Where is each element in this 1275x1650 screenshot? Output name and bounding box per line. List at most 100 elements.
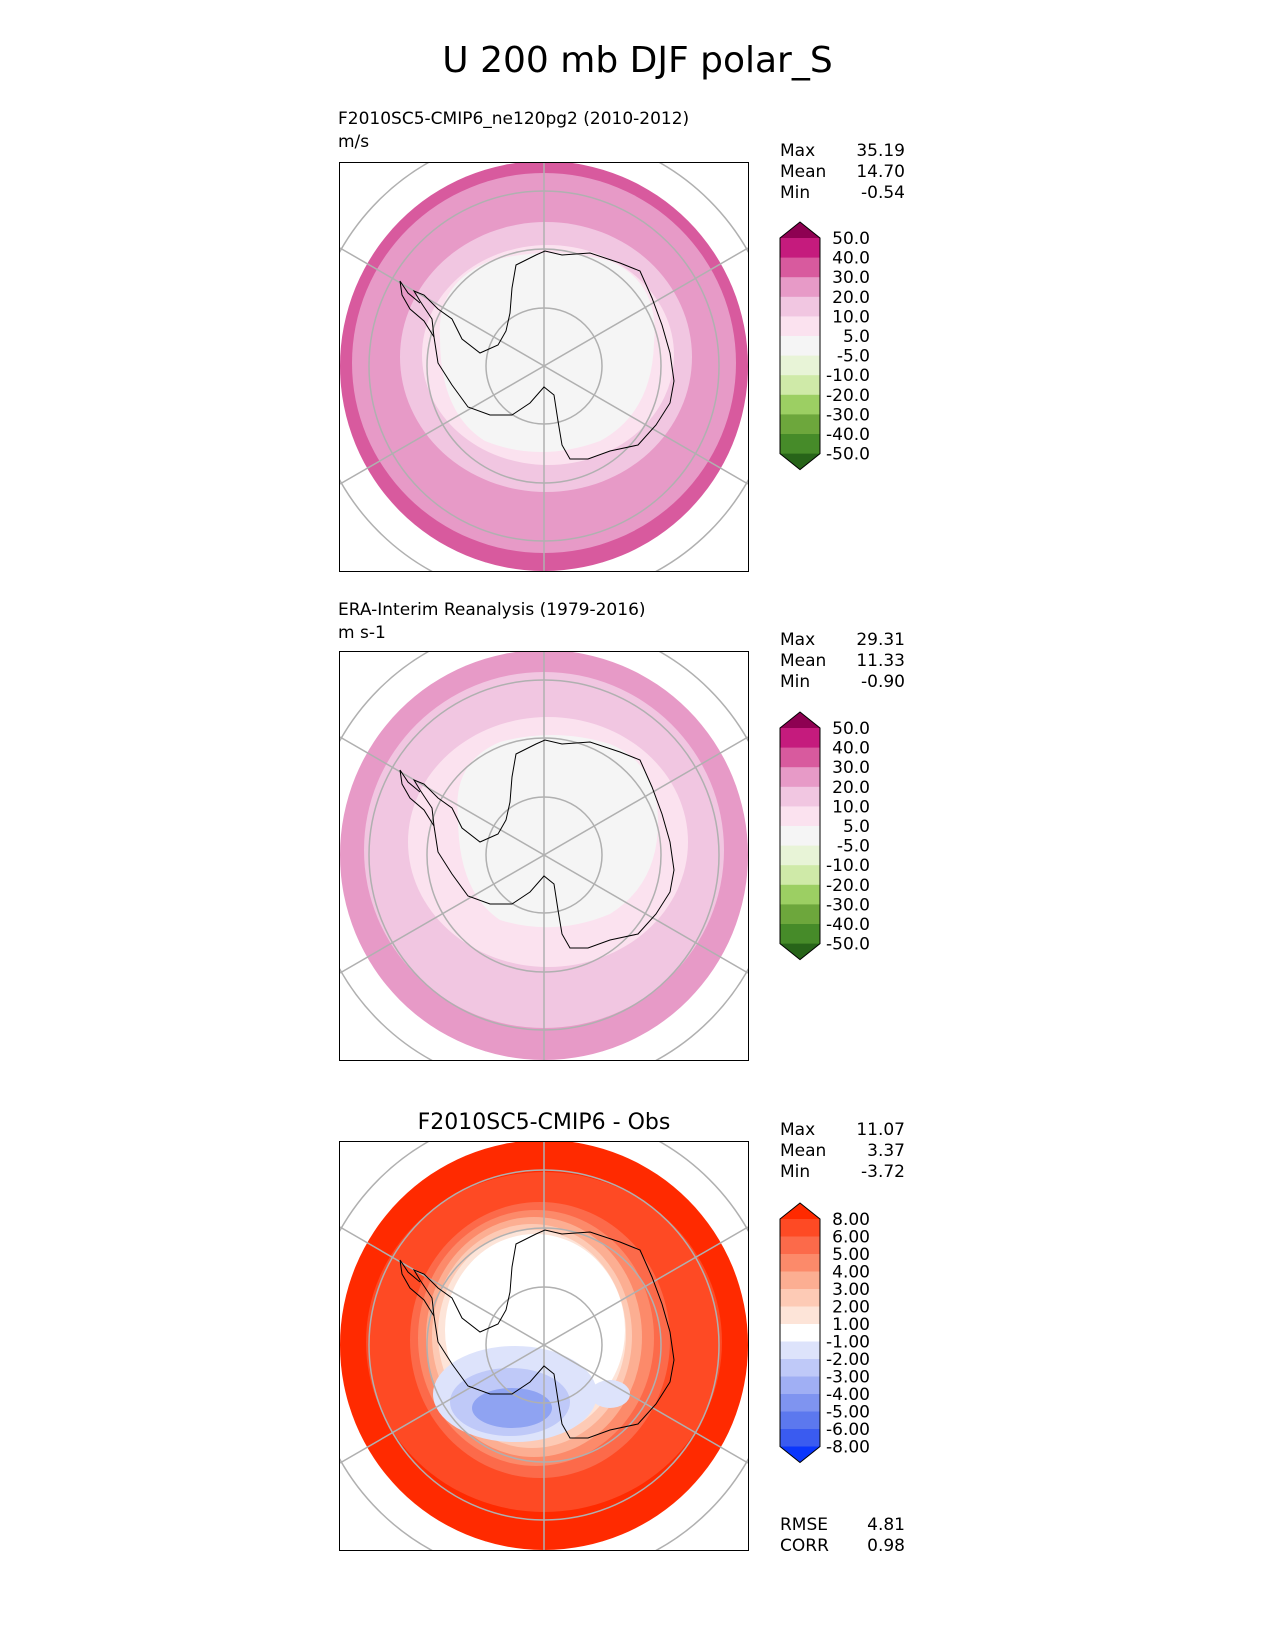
page-title: U 200 mb DJF polar_S [442,40,833,81]
colorbar-2-tick-label: 20.0 [832,778,870,798]
colorbar-1-tick-label: 10.0 [832,307,870,327]
colorbar-2-tick-label: -50.0 [826,935,870,955]
panel3-min-label: Min [780,1162,811,1182]
colorbar-1-segment [780,238,820,259]
panel2-title: ERA-Interim Reanalysis (1979-2016) [338,600,646,620]
colorbar-3-tick-label: -6.00 [826,1420,870,1440]
colorbar-1-tick-label: -5.0 [837,347,870,367]
panel2-units: m s-1 [338,623,386,643]
panel1-colorbar: 50.0 40.0 30.0 20.0 10.0 5.0 -5.0 -10.0 -20.0 -30… [779,221,900,512]
colorbar-1-top-extension [780,222,820,238]
colorbar-3-tick-label: 4.00 [832,1263,870,1283]
panel3-colorbar: 8.00 6.00 5.00 4.00 3.00 2.00 1.00 -1.00 -2.00 -3… [779,1202,900,1503]
panel3-mean-value: 3.37 [867,1141,905,1161]
colorbar-2-segment [780,845,820,866]
colorbar-1-tick-label: 20.0 [832,288,870,308]
colorbar-2-segments [780,712,820,960]
panel1-filled-contours [340,163,748,571]
panel1-colorbar-svg: 50.040.030.020.010.05.0-5.0-10.0-20.0-30… [779,221,870,471]
colorbar-1-tick-label: -40.0 [826,425,870,445]
panel3-filled-contours [340,1142,748,1550]
colorbar-3-segment [780,1254,820,1272]
colorbar-2-segment [780,728,820,749]
panel1-max-label: Max [780,141,816,161]
colorbar-2-segment [780,865,820,886]
colorbar-1-tick-label: -50.0 [826,445,870,465]
panel3-map [339,1141,749,1551]
colorbar-2-tick-label: 5.0 [843,817,870,837]
panel3-zone-minus4-minus3 [472,1388,552,1428]
colorbar-1-segment [780,336,820,357]
colorbar-1-tick-label: 5.0 [843,327,870,347]
colorbar-3-segment [780,1429,820,1447]
colorbar-2-tick-label: -20.0 [826,876,870,896]
colorbar-2-tick-label: -30.0 [826,895,870,915]
colorbar-3-segment [780,1376,820,1395]
panel2-map-svg [340,652,748,1060]
colorbar-2-segment [780,786,820,807]
colorbar-3-tick-label: 6.00 [832,1228,870,1248]
panel2-zone-minus5-5 [457,734,658,928]
panel1-mean-value: 14.70 [856,162,905,182]
colorbar-2-segment [780,806,820,827]
colorbar-1-segment [780,277,820,298]
colorbar-3-segment [780,1219,820,1237]
panel2-map [339,651,749,1061]
colorbar-1-segment [780,355,820,376]
colorbar-2-tick-label: -5.0 [837,837,870,857]
colorbar-3-segment [780,1306,820,1325]
colorbar-2-bottom-extension [780,943,820,960]
panel1-zone-minus5-5 [439,253,655,452]
panel3-corr-label: CORR [780,1536,829,1556]
colorbar-2-tick-label: -40.0 [826,915,870,935]
colorbar-3-tick-label: -2.00 [826,1350,870,1370]
colorbar-2-tick-label: 10.0 [832,797,870,817]
panel3-title: F2010SC5-CMIP6 - Obs [417,1110,671,1135]
colorbar-1-tick-label: 30.0 [832,268,870,288]
panel3-colorbar-svg: 8.006.005.004.003.002.001.00-1.00-2.00-3… [779,1202,870,1464]
colorbar-3-segment [780,1394,820,1412]
colorbar-3-tick-label: 8.00 [832,1210,870,1230]
colorbar-3-tick-label: 5.00 [832,1245,870,1265]
colorbar-1-tick-label: 40.0 [832,249,870,269]
colorbar-1-segment [780,316,820,337]
colorbar-3-outline [779,1202,821,1464]
colorbar-3-tick-label: -3.00 [826,1368,870,1388]
panel1-map-svg [340,163,748,571]
colorbar-2-segment [780,826,820,847]
colorbar-3-segment [780,1236,820,1255]
panel3-zone-minus2-minus1-east [590,1380,630,1408]
colorbar-3-segment [780,1359,820,1377]
colorbar-1-segment [780,375,820,396]
panel1-title: F2010SC5-CMIP6_ne120pg2 (2010-2012) [338,109,690,129]
colorbar-1-outline [779,221,821,471]
colorbar-3-segment [780,1271,820,1290]
colorbar-1-segment [780,257,820,278]
colorbar-3-segment [780,1341,820,1360]
colorbar-2-outline [779,711,821,961]
panel1-min-label: Min [780,183,811,203]
panel3-rmse-value: 4.81 [867,1515,905,1535]
panel2-min-value: -0.90 [861,672,905,692]
panel3-max-value: 11.07 [856,1120,905,1140]
panel3-max-label: Max [780,1120,816,1140]
colorbar-3-segment [780,1324,820,1342]
panel1-mean-label: Mean [780,162,827,182]
panel1-map [339,162,749,572]
panel2-max-label: Max [780,630,816,650]
colorbar-2-segment [780,904,820,925]
colorbar-3-segment [780,1411,820,1430]
panel1-coastline [412,250,675,460]
panel2-colorbar-svg: 50.040.030.020.010.05.0-5.0-10.0-20.0-30… [779,711,870,961]
panel2-mean-label: Mean [780,651,827,671]
colorbar-1-tick-label: 50.0 [832,229,870,249]
colorbar-1-segment [780,434,820,455]
colorbar-3-segment [780,1289,820,1307]
panel3-bottom-stats: RMSE 4.81 CORR 0.98 [780,1515,905,1557]
panel3-rmse-label: RMSE [780,1515,829,1535]
colorbar-1-tick-label: -10.0 [826,366,870,386]
colorbar-2-segment [780,884,820,905]
panel3-min-value: -3.72 [861,1162,905,1182]
colorbar-2-tick-label: -10.0 [826,856,870,876]
colorbar-1-segment [780,394,820,415]
